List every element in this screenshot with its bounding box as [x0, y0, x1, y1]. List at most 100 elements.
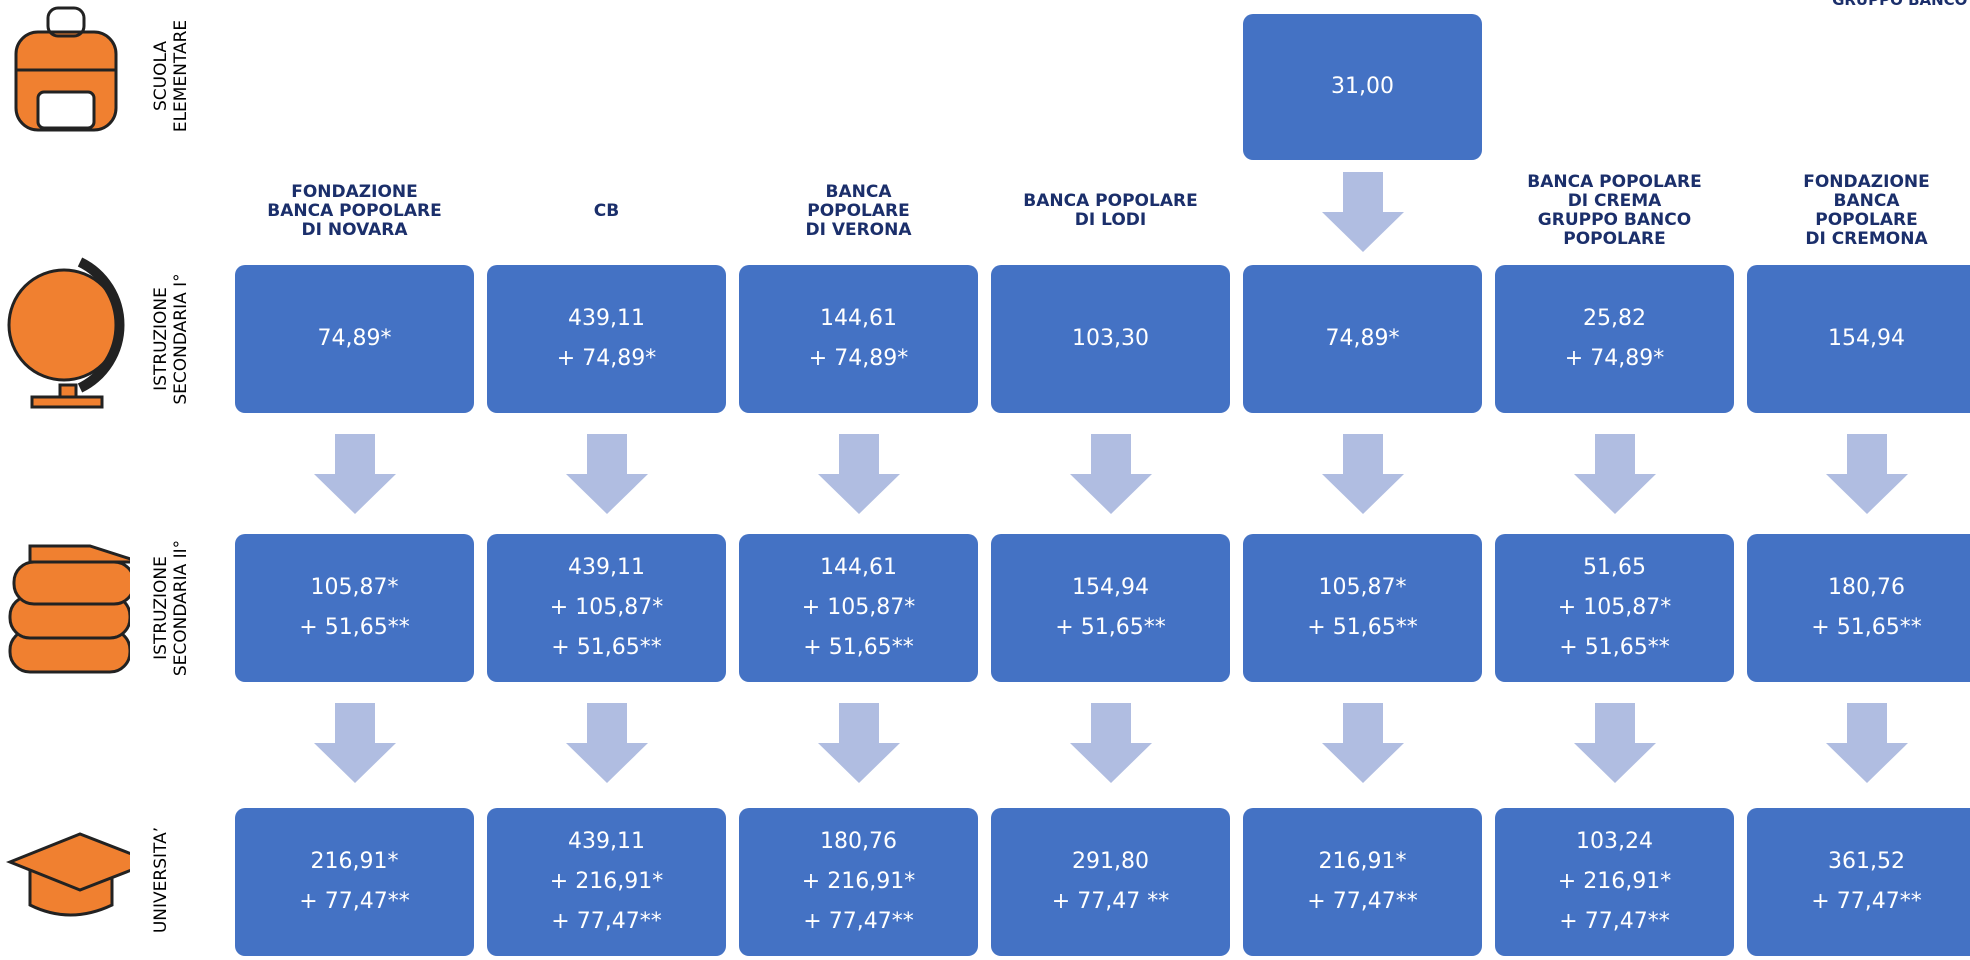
- value-box: 291,80 + 77,47 **: [991, 808, 1230, 956]
- down-arrow: [314, 434, 396, 514]
- text-line: CB: [593, 200, 620, 221]
- level-label: ISTRUZIONE SECONDARIA I°: [151, 259, 201, 419]
- text-line: 31,00: [1331, 74, 1394, 99]
- down-arrow: [1070, 434, 1152, 514]
- text-line: 361,52: [1828, 849, 1905, 874]
- text-line: 51,65: [1583, 555, 1646, 580]
- text-line: 439,11: [568, 829, 645, 854]
- down-arrow: [1826, 703, 1908, 783]
- text-line: BANCA: [1833, 191, 1900, 211]
- text-line: 216,91*: [310, 849, 399, 874]
- value-box: 180,76 + 51,65**: [1747, 534, 1970, 682]
- text-line: + 77,47**: [1811, 889, 1922, 914]
- text-line: + 51,65**: [1559, 635, 1670, 660]
- text-line: SECONDARIA II°: [171, 539, 191, 677]
- text-line: DI LODI: [1074, 210, 1147, 230]
- value-box: 439,11 + 74,89*: [487, 265, 726, 413]
- value-box: 31,00: [1243, 14, 1482, 160]
- text-line: POPOLARE: [1815, 210, 1918, 230]
- text-line: 439,11: [568, 555, 645, 580]
- text-line: 74,89*: [317, 326, 392, 351]
- value-box: 154,94 + 51,65**: [991, 534, 1230, 682]
- down-arrow: [566, 434, 648, 514]
- down-arrow: [1070, 703, 1152, 783]
- text-line: + 74,89*: [808, 346, 909, 371]
- text-line: 439,11: [568, 306, 645, 331]
- value-box: 144,61 + 74,89*: [739, 265, 978, 413]
- down-arrow: [818, 703, 900, 783]
- down-arrow: [1826, 434, 1908, 514]
- text-line: BANCA POPOLARE: [1527, 172, 1702, 192]
- books-icon: [8, 544, 130, 674]
- text-line: + 105,87*: [549, 595, 664, 620]
- value-box: 105,87* + 51,65**: [1243, 534, 1482, 682]
- down-arrow: [1322, 703, 1404, 783]
- value-box: 103,30: [991, 265, 1230, 413]
- text-line: + 105,87*: [801, 595, 916, 620]
- text-line: + 77,47**: [1307, 889, 1418, 914]
- value-box: 216,91* + 77,47**: [235, 808, 474, 956]
- text-line: + 77,47**: [1559, 909, 1670, 934]
- text-line: 144,61: [820, 555, 897, 580]
- value-box: 74,89*: [235, 265, 474, 413]
- value-box: 51,65 + 105,87* + 51,65**: [1495, 534, 1734, 682]
- bank-logo: CB: [487, 166, 726, 256]
- text-line: 144,61: [820, 306, 897, 331]
- text-line: 180,76: [820, 829, 897, 854]
- text-line: GRUPPO BANCO POPOLARE: [1537, 210, 1692, 249]
- level-label: SCUOLA ELEMENTARE: [151, 0, 201, 156]
- text-line: FONDAZIONE: [291, 181, 418, 202]
- text-line: DI VERONA: [805, 219, 912, 240]
- text-line: + 77,47 **: [1051, 889, 1170, 914]
- text-line: SCUOLA: [151, 41, 171, 111]
- value-box: 25,82 + 74,89*: [1495, 265, 1734, 413]
- text-line: 154,94: [1828, 326, 1905, 351]
- level-label: ISTRUZIONE SECONDARIA II°: [151, 528, 201, 688]
- globe-icon: [7, 257, 125, 409]
- value-box: 144,61 + 105,87* + 51,65**: [739, 534, 978, 682]
- text-line: 103,24: [1576, 829, 1653, 854]
- text-line: DI CREMONA: [1805, 229, 1928, 249]
- down-arrow: [314, 703, 396, 783]
- text-line: BANCA: [825, 181, 892, 202]
- text-line: 291,80: [1072, 849, 1149, 874]
- text-line: 216,91*: [1318, 849, 1407, 874]
- text-line: UNIVERSITA’: [151, 826, 171, 934]
- text-line: + 77,47**: [551, 909, 662, 934]
- cap-icon: [5, 832, 130, 917]
- down-arrow: [1574, 703, 1656, 783]
- text-line: BANCA POPOLARE: [267, 200, 442, 221]
- bank-logo: FONDAZIONE BANCA POPOLARE DI CREMONA: [1747, 166, 1970, 256]
- value-box: 74,89*: [1243, 265, 1482, 413]
- text-line: + 51,65**: [1811, 615, 1922, 640]
- text-line: 180,76: [1828, 575, 1905, 600]
- value-box: 154,94: [1747, 265, 1970, 413]
- text-line: 154,94: [1072, 575, 1149, 600]
- value-box: 103,24 + 216,91* + 77,47**: [1495, 808, 1734, 956]
- bank-logo: BANCA POPOLARE DI VERONA: [739, 166, 978, 256]
- value-box: 439,11 + 216,91* + 77,47**: [487, 808, 726, 956]
- bank-logo: BANCA POPOLARE DI CREMA GRUPPO BANCO POPOL…: [1495, 166, 1734, 256]
- corner-text: GRUPPO BANCO BPM: [1832, 0, 1970, 9]
- text-line: + 77,47**: [803, 909, 914, 934]
- level-label: UNIVERSITA’: [151, 800, 201, 960]
- text-line: 105,87*: [310, 575, 399, 600]
- value-box: 439,11 + 105,87* + 51,65**: [487, 534, 726, 682]
- down-arrow: [1574, 434, 1656, 514]
- text-line: + 216,91*: [549, 869, 664, 894]
- text-line: + 216,91*: [1557, 869, 1672, 894]
- text-line: DI CREMA: [1567, 191, 1662, 211]
- value-box: 105,87* + 51,65**: [235, 534, 474, 682]
- value-box: 361,52 + 77,47**: [1747, 808, 1970, 956]
- text-line: DI NOVARA: [301, 219, 408, 240]
- text-line: + 105,87*: [1557, 595, 1672, 620]
- value-box: 180,76 + 216,91* + 77,47**: [739, 808, 978, 956]
- text-line: + 216,91*: [801, 869, 916, 894]
- text-line: 74,89*: [1325, 326, 1400, 351]
- backpack-icon: [14, 6, 118, 132]
- text-line: ISTRUZIONE: [151, 287, 171, 391]
- text-line: + 51,65**: [299, 615, 410, 640]
- down-arrow: [1322, 434, 1404, 514]
- down-arrow: [1322, 172, 1404, 252]
